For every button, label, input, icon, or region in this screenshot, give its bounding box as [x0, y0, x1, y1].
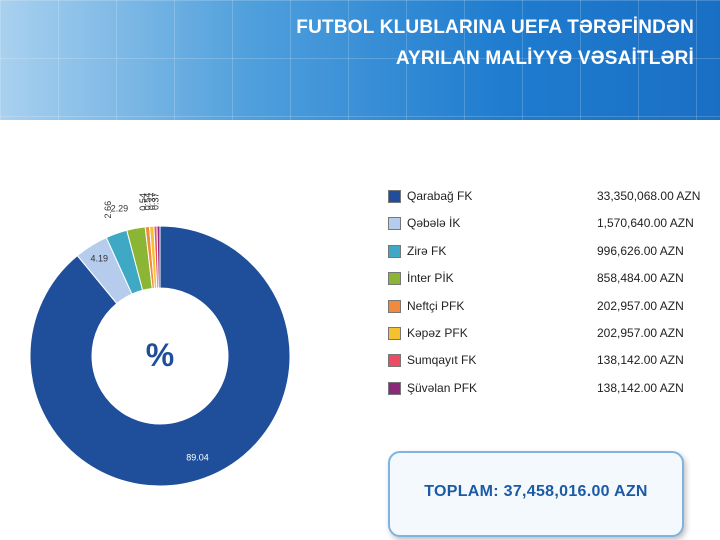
legend-club-name: Zirə FK [407, 243, 447, 258]
legend-club-name: İnter PİK [407, 271, 454, 286]
legend-swatch [388, 381, 401, 395]
legend-amount: 138,142.00 AZN [597, 353, 684, 368]
legend-club-name: Sumqayıt FK [407, 353, 477, 368]
legend-swatch [388, 354, 401, 368]
banner-grid-pattern [0, 0, 720, 120]
legend-club-name: Qəbələ İK [407, 216, 461, 231]
page-title: FUTBOL KLUBLARINA UEFA TƏRƏFİNDƏN AYRILA… [296, 12, 694, 74]
legend-amount: 33,350,068.00 AZN [597, 189, 701, 203]
chart-legend: Qarabağ FK 33,350,068.00 AZN Qəbələ İK 1,57… [388, 186, 708, 405]
slice-label-8: 0.37 [150, 192, 160, 210]
legend-amount: 138,142.00 AZN [597, 380, 684, 395]
legend-amount: 202,957.00 AZN [597, 325, 684, 340]
title-line-1: FUTBOL KLUBLARINA UEFA TƏRƏFİNDƏN [296, 17, 694, 38]
legend-club-name: Kəpəz PFK [407, 325, 468, 340]
total-amount: TOPLAM: 37,458,016.00 AZN [424, 483, 648, 500]
header-banner: FUTBOL KLUBLARINA UEFA TƏRƏFİNDƏN AYRILA… [0, 0, 720, 120]
legend-swatch [388, 299, 401, 313]
slice-label-5: 0.54 [138, 193, 148, 211]
legend-row: Qarabağ FK 33,350,068.00 AZN [388, 186, 708, 213]
legend-amount: 996,626.00 AZN [597, 243, 684, 258]
legend-amount: 858,484.00 AZN [597, 271, 684, 286]
legend-row: Kəpəz PFK 202,957.00 AZN [388, 323, 708, 350]
title-line-2: AYRILAN MALİYYƏ VƏSAİTLƏRİ [395, 48, 694, 69]
legend-club-name: Neftçi PFK [407, 298, 465, 313]
slice-label-3: 2.66 [103, 201, 113, 219]
donut-chart: 89.044.192.662.29 0.540.540.370.37% [29, 192, 291, 487]
legend-row: Sumqayıt FK 138,142.00 AZN [388, 350, 708, 377]
legend-row: Şüvəlan PFK 138,142.00 AZN [388, 378, 708, 405]
legend-swatch [388, 326, 401, 340]
legend-swatch [388, 244, 401, 258]
donut-slice-1 [29, 225, 291, 487]
legend-row: Qəbələ İK 1,570,640.00 AZN [388, 213, 708, 240]
legend-swatch [388, 272, 401, 286]
legend-club-name: Şüvəlan PFK [407, 380, 478, 395]
slice-label-4: 2.29 [111, 204, 129, 214]
slice-label-1: 89.04 [186, 452, 209, 462]
legend-swatch [388, 190, 401, 203]
legend-club-name: Qarabağ FK [407, 189, 473, 203]
slice-label-6: 0.54 [143, 193, 153, 211]
slice-label-7: 0.37 [147, 193, 157, 211]
legend-swatch [388, 217, 401, 231]
legend-amount: 202,957.00 AZN [597, 298, 684, 313]
legend-row: Zirə FK 996,626.00 AZN [388, 241, 708, 268]
legend-row: Neftçi PFK 202,957.00 AZN [388, 296, 708, 323]
legend-row: İnter PİK 858,484.00 AZN [388, 268, 708, 295]
legend-amount: 1,570,640.00 AZN [597, 216, 694, 231]
donut-slice-8 [156, 225, 161, 289]
total-box: TOPLAM: 37,458,016.00 AZN [388, 451, 684, 537]
donut-center-label: % [146, 337, 174, 373]
slice-label-2: 4.19 [90, 253, 108, 263]
